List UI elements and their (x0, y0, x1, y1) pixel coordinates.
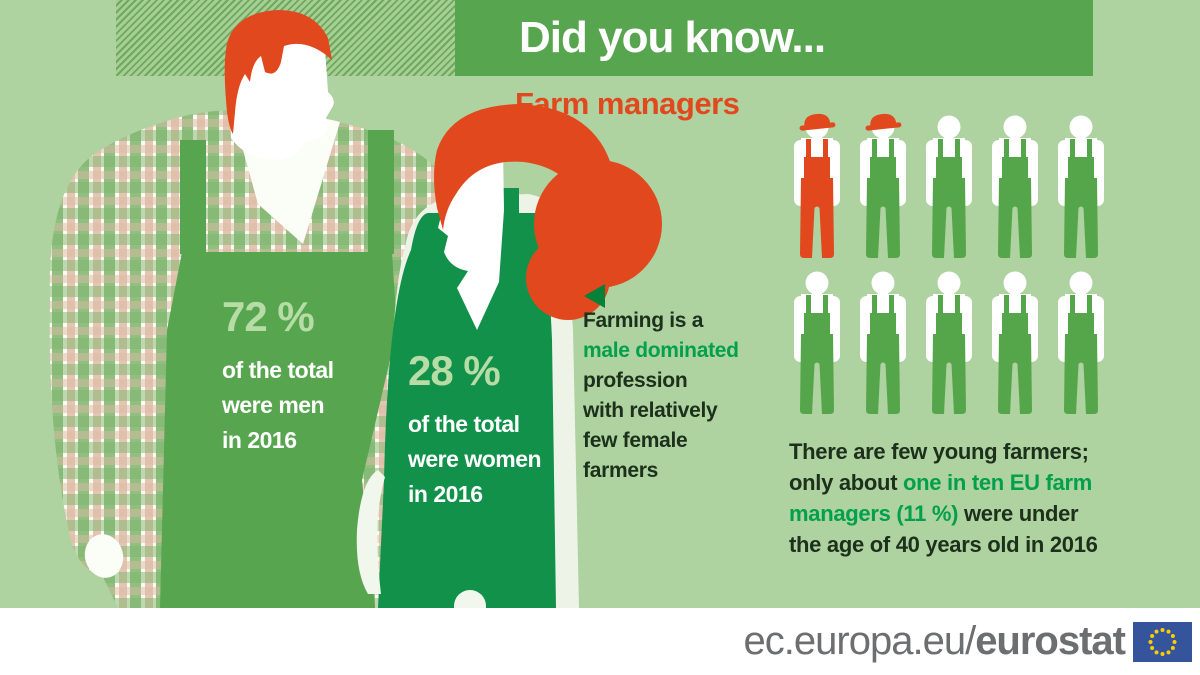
stat-line: in 2016 (408, 481, 483, 507)
banner-title: Did you know... (519, 13, 826, 62)
man-hand (84, 534, 124, 578)
farmer-pictogram (794, 113, 840, 258)
banner: Did you know... (455, 0, 1093, 76)
young-farmers-text: There are few young farmers; only about o… (789, 436, 1119, 560)
young-farmers-line: only about one in ten EU farm (789, 467, 1119, 498)
farmer-pictogram (1058, 271, 1104, 414)
footer-url: ec.europa.eu/eurostat (743, 619, 1126, 664)
callout-line: farmers (583, 459, 658, 482)
farmer-pictogram-grid (788, 112, 1110, 416)
callout-arrow-icon (584, 284, 605, 308)
farmer-pictogram (794, 271, 840, 414)
woman-hand (454, 590, 486, 608)
callout-line: with relatively (583, 399, 718, 422)
young-farmers-line: There are few young farmers; (789, 436, 1119, 467)
footer: ec.europa.eu/eurostat (0, 608, 1200, 675)
farmer-pictogram (860, 113, 906, 258)
man-hair (224, 10, 332, 134)
male-stat-lines: of the total were men in 2016 (222, 353, 402, 458)
footer-url-regular: ec.europa.eu/ (743, 619, 977, 663)
farmer-pictogram (1058, 115, 1104, 258)
woman-arm (356, 470, 385, 594)
stat-line: of the total (222, 357, 334, 383)
callout-line: Farming is a (583, 309, 704, 332)
young-farmers-segment: the age of 40 years old in 2016 (789, 532, 1098, 557)
eu-flag-icon (1133, 621, 1192, 662)
farmer-pictogram (860, 271, 906, 414)
callout-line: profession (583, 369, 688, 392)
young-farmers-segment: were under (958, 501, 1079, 526)
young-farmers-line: the age of 40 years old in 2016 (789, 529, 1119, 560)
callout-line: few female (583, 429, 688, 452)
female-stat-block: 28 % of the total were women in 2016 (408, 347, 578, 512)
female-farmer-illustration (356, 104, 662, 608)
farmer-pictogram (992, 115, 1038, 258)
male-stat-value: 72 % (222, 293, 315, 340)
male-farmer-illustration (49, 10, 446, 608)
young-farmers-segment: There are few young farmers; (789, 439, 1089, 464)
female-stat-value: 28 % (408, 347, 501, 394)
footer-url-bold: eurostat (975, 619, 1126, 663)
callout-text: Farming is a male dominated profession with… (583, 306, 773, 486)
young-farmers-highlight: managers (11 %) (789, 501, 959, 526)
young-farmers-highlight: one in ten EU farm (903, 470, 1092, 495)
farmer-pictogram (926, 271, 972, 414)
callout-line: male dominated (583, 339, 739, 362)
stat-line: of the total (408, 411, 520, 437)
farmer-pictogram (992, 271, 1038, 414)
farmer-pictogram (926, 115, 972, 258)
female-stat-lines: of the total were women in 2016 (408, 407, 578, 512)
young-farmers-segment: only about (789, 470, 904, 495)
stat-line: were men (222, 392, 325, 418)
man-overalls (160, 130, 397, 608)
stat-line: were women (408, 446, 542, 472)
stat-line: in 2016 (222, 427, 297, 453)
male-stat-block: 72 % of the total were men in 2016 (222, 293, 402, 458)
young-farmers-line: managers (11 %) were under (789, 498, 1119, 529)
woman-hair (434, 104, 662, 320)
